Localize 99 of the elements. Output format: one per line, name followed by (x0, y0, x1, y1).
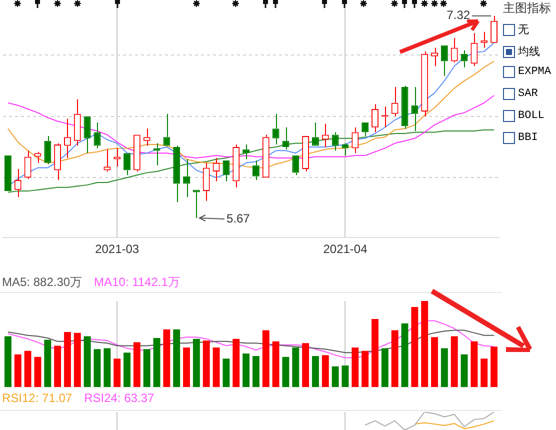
bar (362, 350, 369, 387)
bar (421, 301, 428, 387)
candlestick (34, 151, 42, 164)
candlestick (470, 32, 478, 67)
bar (212, 347, 220, 387)
candlestick (202, 162, 210, 202)
bar (401, 323, 408, 387)
candlestick (431, 47, 438, 67)
x-tick-label: 2021-04 (323, 242, 368, 256)
bar (74, 332, 81, 387)
bar (411, 307, 418, 387)
bar (372, 319, 378, 387)
candlestick (490, 15, 498, 43)
text: EXPMA (518, 66, 552, 78)
candlestick (44, 135, 52, 165)
bar (381, 348, 388, 387)
text: SAR (518, 88, 538, 100)
candlestick (173, 145, 180, 203)
bar (192, 338, 200, 387)
annotation: 5.67 (226, 211, 250, 226)
bar (94, 349, 101, 387)
text: 主图指标 (503, 0, 551, 17)
candlestick (153, 142, 160, 166)
bar (282, 356, 290, 387)
bar (202, 340, 210, 387)
bar (450, 336, 458, 387)
candlestick (262, 134, 270, 178)
candlestick (401, 85, 408, 130)
text: 均线 (518, 45, 540, 59)
candlestick (54, 142, 62, 181)
bar (153, 338, 160, 387)
bar (302, 343, 310, 387)
candlestick (192, 190, 200, 219)
candlestick (232, 144, 240, 188)
bar (4, 336, 12, 387)
bar (431, 337, 438, 387)
candlestick (480, 31, 488, 48)
candlestick (450, 37, 458, 63)
candlestick (74, 98, 81, 146)
bar (64, 332, 71, 387)
annotation: 7.32 (446, 8, 470, 22)
text: MA5: 882.30万 (2, 275, 82, 289)
text: BBI (518, 132, 538, 144)
bar (104, 348, 111, 387)
bar (222, 358, 230, 387)
bar (332, 366, 339, 387)
candlestick (24, 150, 32, 180)
bar (183, 347, 190, 387)
bar (84, 336, 91, 387)
candlestick (163, 113, 170, 146)
bar (460, 354, 468, 387)
x-tick-label: 2021-03 (95, 242, 140, 256)
bar (252, 356, 260, 387)
candlestick (124, 153, 130, 176)
text: RSI12: 71.07 (2, 391, 72, 405)
candlestick (133, 134, 140, 172)
candlestick (143, 128, 150, 146)
bar (262, 330, 270, 387)
bar (312, 356, 319, 387)
bar (391, 330, 398, 387)
candlestick (440, 45, 448, 76)
candlestick (372, 104, 378, 133)
bar (14, 354, 22, 387)
bar (133, 342, 140, 387)
bar (352, 347, 359, 387)
text: BOLL (518, 110, 544, 122)
candlestick (421, 50, 428, 117)
bar (163, 329, 170, 387)
bar (54, 346, 62, 387)
bar (490, 346, 498, 387)
candlestick (84, 116, 91, 154)
candlestick (242, 144, 250, 160)
text: 无 (518, 24, 529, 37)
bar (480, 358, 488, 387)
bar (342, 366, 349, 387)
bar (470, 341, 478, 387)
text: MA10: 1142.1万 (94, 275, 180, 289)
bar (24, 350, 32, 387)
candlestick (282, 126, 290, 150)
bar (440, 348, 448, 387)
bar (292, 347, 300, 387)
bar (44, 340, 52, 387)
candlestick (292, 156, 300, 176)
candlestick (302, 136, 310, 172)
candlestick (222, 160, 230, 182)
candlestick (460, 50, 468, 68)
legend-label: RSI24: 63.37 (84, 391, 154, 405)
bar (143, 349, 150, 387)
bar (34, 356, 42, 387)
bar (232, 338, 240, 387)
candlestick (104, 148, 111, 172)
bar (114, 358, 121, 387)
candlestick (411, 86, 418, 132)
bar (322, 355, 329, 387)
bar (124, 352, 130, 387)
candlestick (352, 126, 359, 154)
bar (242, 353, 250, 387)
bar (173, 329, 180, 387)
bar (272, 341, 280, 387)
